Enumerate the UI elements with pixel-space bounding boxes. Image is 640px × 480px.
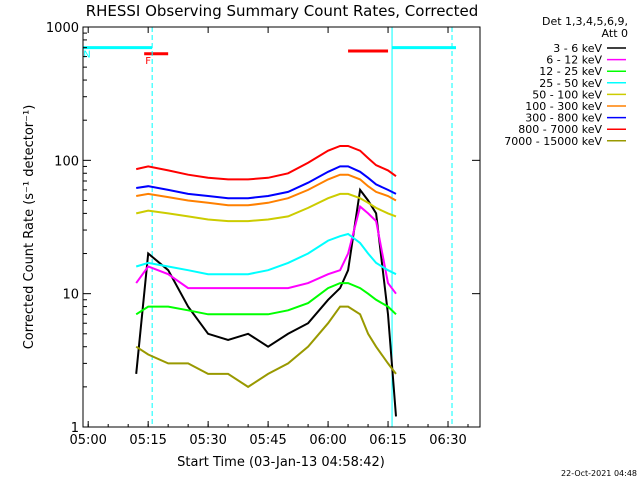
legend-label: 100 - 300 keV bbox=[525, 100, 602, 113]
y-tick-label: 100 bbox=[54, 154, 79, 169]
series-line bbox=[135, 192, 397, 223]
legend-label: 50 - 100 keV bbox=[532, 88, 602, 101]
series-lines bbox=[135, 145, 397, 417]
y-tick-label: 1000 bbox=[46, 21, 79, 36]
observing-flags: FN bbox=[83, 46, 457, 67]
series-line bbox=[136, 173, 397, 207]
legend-header-2: Att 0 bbox=[602, 27, 628, 40]
legend-label: 300 - 800 keV bbox=[525, 112, 602, 125]
x-tick-label: 05:30 bbox=[189, 433, 226, 448]
chart-title: RHESSI Observing Summary Count Rates, Co… bbox=[86, 2, 479, 20]
legend-header-1: Det 1,3,4,5,6,9, bbox=[542, 15, 628, 28]
x-tick-label: 05:15 bbox=[129, 433, 166, 448]
plot-frame bbox=[82, 26, 481, 428]
x-tick-label: 06:15 bbox=[369, 433, 406, 448]
series-line bbox=[135, 145, 397, 181]
y-axis: 1 10 100 1000 bbox=[46, 21, 480, 436]
x-tick-label: 06:00 bbox=[309, 433, 346, 448]
series-line bbox=[135, 305, 397, 389]
flag-label: F bbox=[145, 56, 151, 67]
y-tick-label: 10 bbox=[62, 288, 79, 303]
y-axis-label: Corrected Count Rate (s⁻¹ detector⁻¹) bbox=[22, 105, 37, 350]
x-tick-label: 05:45 bbox=[249, 433, 286, 448]
x-axis-label: Start Time (03-Jan-13 04:58:42) bbox=[177, 455, 385, 470]
x-tick-label: 05:00 bbox=[69, 433, 106, 448]
legend-label: 6 - 12 keV bbox=[546, 54, 602, 67]
flag-label: N bbox=[83, 50, 90, 61]
series-line bbox=[135, 282, 397, 316]
legend-label: 800 - 7000 keV bbox=[518, 123, 602, 136]
y-tick-label: 1 bbox=[71, 421, 79, 436]
x-tick-label: 06:30 bbox=[429, 433, 466, 448]
series-line bbox=[136, 165, 397, 200]
x-axis: 05:00 05:15 05:30 05:45 06:00 06:15 06:30 bbox=[69, 27, 469, 448]
footer-timestamp: 22-Oct-2021 04:48 bbox=[561, 469, 637, 478]
legend-label: 3 - 6 keV bbox=[553, 42, 602, 55]
legend-label: 12 - 25 keV bbox=[539, 65, 602, 78]
legend-label: 7000 - 15000 keV bbox=[504, 135, 602, 148]
series-line bbox=[135, 232, 397, 276]
series-line bbox=[135, 204, 397, 295]
legend-label: 25 - 50 keV bbox=[539, 77, 602, 90]
